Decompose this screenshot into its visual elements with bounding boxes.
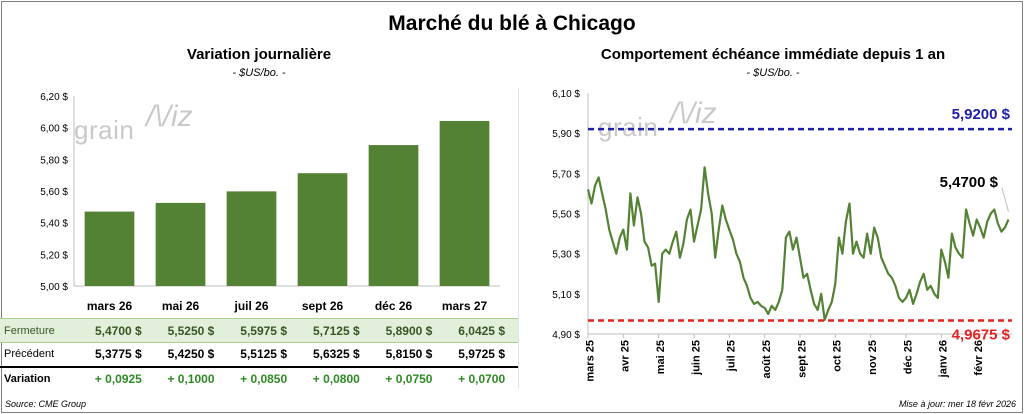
bar-y-tick-label: 5,40 $ [40,219,68,230]
bar-y-tick-label: 6,00 $ [40,124,68,135]
bar-y-tick-label: 5,20 $ [40,250,68,261]
cell-precedent-mars27: 5,9725 $ [445,342,518,368]
line-x-tick-label: juil 25 [726,340,738,372]
bar-0 [84,211,135,286]
last-value-label: 5,4700 $ [940,174,999,191]
line-x-tick-label: sept 25 [796,340,808,378]
cell-variation-sept26: + 0,0800 [312,372,360,386]
line-x-tick-label: oct 25 [832,340,844,372]
bar-x-tick-label: mars 27 [442,299,488,313]
line-y-tick-label: 5,90 $ [552,129,580,140]
cell-fermeture-juil26: 5,5975 $ [227,318,300,343]
line-x-tick-label: mai 25 [655,340,667,374]
price-series-line [586,166,1010,321]
bar-4 [368,145,419,286]
line-x-tick-label: déc 25 [902,340,914,374]
row-label-fermeture: Fermeture [0,318,82,343]
table-row-fermeture: Fermeture 5,4700 $ 5,5250 $ 5,5975 $ 5,7… [0,318,518,343]
bar-x-tick-label: déc 26 [375,299,413,313]
line-y-tick-label: 5,30 $ [552,250,580,261]
bar-x-tick-label: mai 26 [162,299,200,313]
table-row-precedent: Précédent 5,3775 $ 5,4250 $ 5,5125 $ 5,6… [0,342,518,368]
cell-variation-mars26: + 0,0925 [94,372,142,386]
bar-5 [439,120,490,286]
source-note: Source: CME Group [5,399,87,409]
line-y-tick-label: 5,10 $ [552,290,580,301]
chart-divider [518,88,519,388]
bar-x-tick-label: mars 26 [87,299,133,313]
left-chart-unit: - $US/bo. - [232,67,286,79]
cell-precedent-mai26: 5,4250 $ [154,342,228,368]
line-x-tick-label: avr 25 [620,340,632,372]
last-value-leader [1001,187,1009,212]
cell-fermeture-dec26: 5,8900 $ [372,318,446,343]
line-x-tick-label: nov 25 [867,340,879,375]
cell-variation-juil26: + 0,0850 [240,372,288,386]
bar-y-tick-label: 6,20 $ [40,92,68,103]
bar-3 [297,173,348,286]
price-table: Fermeture 5,4700 $ 5,5250 $ 5,5975 $ 5,7… [0,318,518,391]
update-note: Mise à jour: mer 18 févr 2026 [898,399,1016,409]
right-chart-unit: - $US/bo. - [746,67,800,79]
bar-chart: 5,00 $ 5,20 $ 5,40 $ 5,60 $ 5,80 $ 6,00 $ 6,20… [40,92,500,313]
cell-fermeture-mars26: 5,4700 $ [82,318,155,343]
right-chart-title: Comportement échéance immédiate depuis 1… [600,46,946,63]
line-x-tick-label: févr 26 [973,340,985,375]
line-y-tick-label: 5,50 $ [552,210,580,221]
line-x-tick-label: mars 25 [584,340,596,382]
cell-variation-mars27: + 0,0700 [458,372,506,386]
page-title: Marché du blé à Chicago [388,12,636,35]
cell-fermeture-sept26: 5,7125 $ [299,318,373,343]
row-label-precedent: Précédent [0,342,82,368]
bar-y-tick-label: 5,80 $ [40,155,68,166]
line-y-tick-label: 4,90 $ [552,330,580,341]
ref-label-low: 4,9675 $ [952,326,1011,343]
bar-y-tick-label: 5,00 $ [40,282,68,293]
bar-x-tick-label: sept 26 [302,299,344,313]
grainwiz-watermark-right: grain [598,112,659,142]
grainwiz-watermark-left: grain [74,115,135,145]
left-chart-title: Variation journalière [186,46,332,63]
line-chart: 4,90 $ 5,10 $ 5,30 $ 5,50 $ 5,70 $ 5,90 $ 6,10… [552,89,1012,382]
ref-label-high: 5,9200 $ [952,106,1011,123]
table-row-variation: Variation + 0,0925 + 0,1000 + 0,0850 + 0… [0,367,518,391]
cell-fermeture-mai26: 5,5250 $ [154,318,228,343]
cell-precedent-juil26: 5,5125 $ [227,342,300,368]
cell-variation-dec26: + 0,0750 [385,372,433,386]
grainwiz-mark-right: /\/iz [670,97,717,130]
line-y-tick-label: 5,70 $ [552,169,580,180]
cell-fermeture-mars27: 6,0425 $ [445,318,518,343]
bar-y-tick-label: 5,60 $ [40,187,68,198]
grainwiz-mark-left: /\/iz [146,100,193,133]
cell-precedent-sept26: 5,6325 $ [299,342,373,368]
bar-x-tick-label: juil 26 [233,299,268,313]
line-x-tick-label: juin 25 [690,340,702,376]
line-y-tick-label: 6,10 $ [552,89,580,100]
cell-precedent-mars26: 5,3775 $ [82,342,155,368]
bar-2 [226,191,277,286]
cell-variation-mai26: + 0,1000 [167,372,215,386]
row-label-variation: Variation [4,373,51,385]
bar-1 [155,202,206,286]
line-x-tick-label: août 25 [761,340,773,379]
cell-precedent-dec26: 5,8150 $ [372,342,446,368]
line-x-tick-label: janv 26 [938,340,950,378]
